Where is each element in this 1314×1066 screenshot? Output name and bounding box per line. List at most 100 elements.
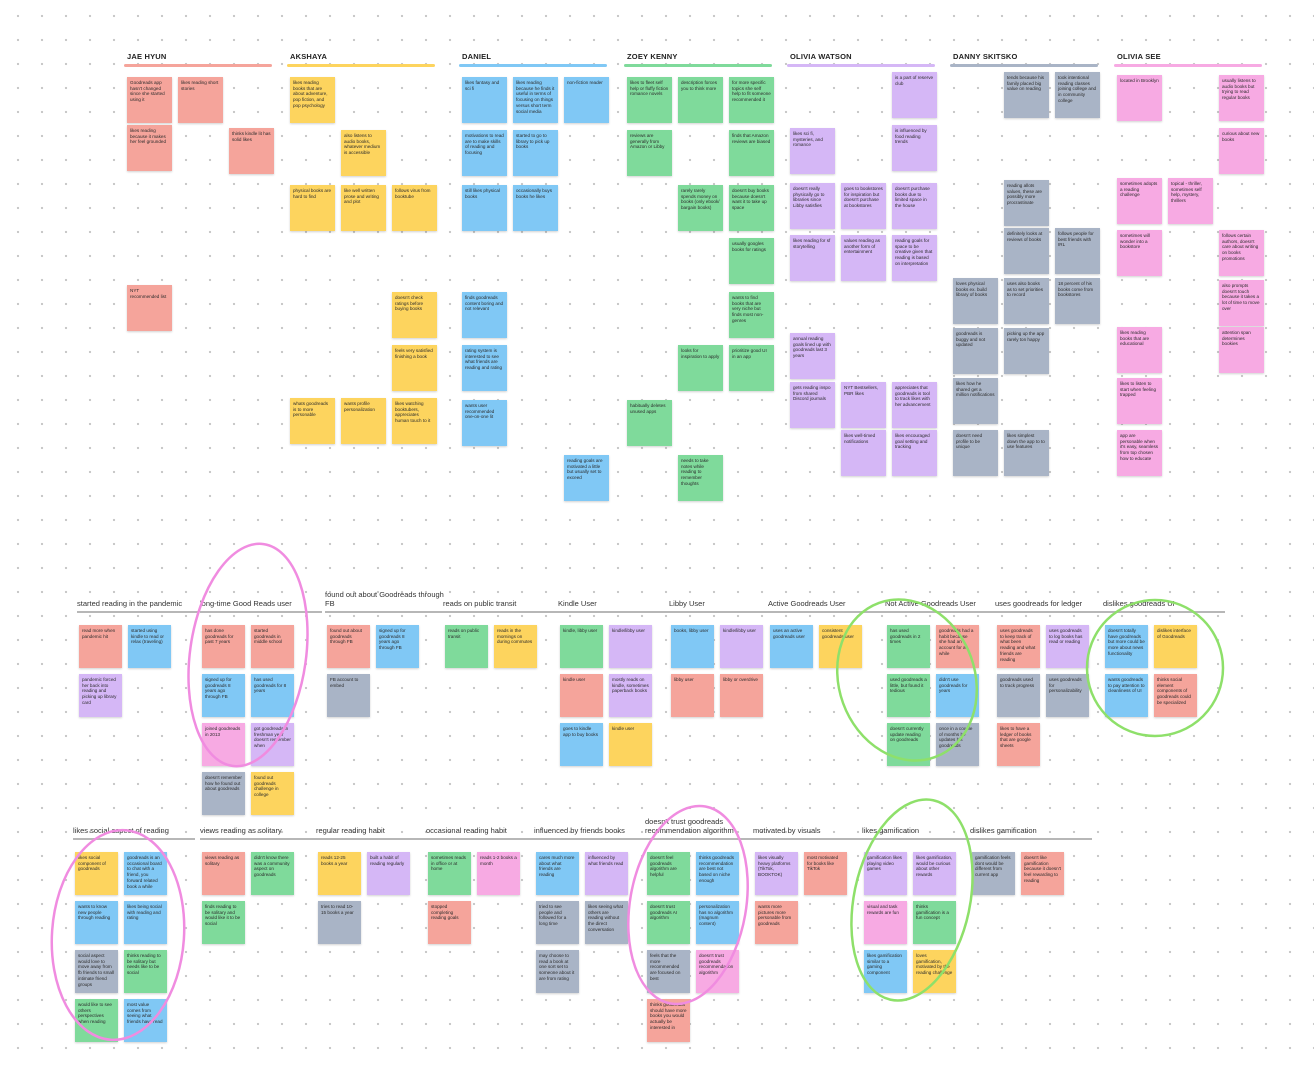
cluster-underline [768,611,890,613]
cluster-underline [200,611,322,613]
sticky-note: started to go to library to pick up book… [513,130,558,176]
sticky-note: likes to have a ledger of books that are… [997,723,1040,766]
sticky-note: doesn't currently update reading on good… [887,723,930,766]
sticky-note: is a part of reserve club [892,72,937,118]
sticky-note: picking up the app rarely ton happy [1004,328,1049,374]
sticky-note: feels that the more recommended are focu… [647,950,690,993]
sticky-note: books, libby user [671,625,714,668]
sticky-note: likes to listen to start when feeling tr… [1117,378,1162,424]
sticky-note: rating system is interested to see what … [462,345,507,391]
cluster-underline [443,611,565,613]
sticky-note: wants goodreads to pay attention to clea… [1105,674,1148,717]
sticky-note: sometimes reads in office or at home [428,852,471,895]
persona-name: OLIVIA SEE [1117,52,1161,61]
sticky-note: follows virus from booktube [392,185,437,231]
sticky-note: didn't use goodreads for years [936,674,979,717]
sticky-note: uses also books as to set priorities to … [1004,278,1049,324]
sticky-note: also listens to audio books, whatever me… [341,130,386,176]
cluster-underline [200,838,322,840]
sticky-note: gets reading inspo from shared Discord j… [790,382,835,428]
sticky-note: doesn't trust goodreads AI algorithm [647,901,690,944]
sticky-note: goodreads used to track progress [997,674,1040,717]
cluster-title: Not Active Goodreads User [885,599,976,609]
sticky-note: has done goodreads for past 7 years [202,625,245,668]
sticky-note: would like to see others perspectives wh… [75,999,118,1042]
sticky-note: curious about new books [1219,128,1264,174]
sticky-note: feels very satisfied finishing a book [392,345,437,391]
sticky-note: once in a couple of months he updates hi… [936,723,979,766]
cluster-underline [77,611,199,613]
sticky-note: rarely rarely spends money on books (onl… [678,185,723,231]
sticky-note: needs to take notes while reading to rem… [678,455,723,501]
sticky-note: started using kindle to read or relax (t… [128,625,171,668]
sticky-note: found out about goodreads through FB [327,625,370,668]
sticky-note: may choose to read a book at one sort se… [536,950,579,993]
sticky-note: most value comes from seeing what friend… [124,999,167,1042]
sticky-note: Goodreads app hasn't changed since she s… [127,77,172,123]
sticky-note: reading goals for space to be creative g… [892,235,937,281]
sticky-note: reading goals are motivated a little but… [564,455,609,501]
sticky-note: likes being social with reading and rati… [124,901,167,944]
sticky-note: motivations to read are to make skills o… [462,130,507,176]
sticky-note: likes reading because he finds it useful… [513,77,558,123]
sticky-note: likes reading books that are educational [1117,327,1162,373]
cluster-title: started reading in the pandemic [77,599,183,609]
sticky-note: also prompts doesn't touch because it ta… [1219,280,1264,326]
cluster-underline [885,611,1007,613]
sticky-note: reading allots values, these are possibl… [1004,180,1049,226]
sticky-note: likes to fleet self help or fluffy ficti… [627,77,672,123]
sticky-note: prioritize good UI in an app [729,345,774,391]
sticky-note: FB account to embed [327,674,370,717]
cluster-underline [862,838,984,840]
sticky-note: uses goodreads to keep track of what bee… [997,625,1040,668]
sticky-note: likes reading short stories [178,77,223,123]
sticky-note: annual reading goals lined up with goodr… [790,333,835,379]
sticky-note: appreciates that goodreads is tool to tr… [892,382,937,428]
sticky-note: finds that Amazon reviews are biased [729,130,774,176]
sticky-note: reviews are generally from Amazon or Lib… [627,130,672,176]
sticky-note: pandemic forced her back into reading an… [79,674,122,717]
sticky-note: found out goodreads challenge in college [251,772,294,815]
sticky-note: likes watching booktubers, appreciates h… [392,398,437,444]
sticky-note: non-fiction reader [564,77,609,123]
cluster-underline [558,611,680,613]
sticky-note: usually googles books for ratings [729,238,774,284]
sticky-note: follows people for best friends with IRL [1055,228,1100,274]
sticky-note: wants to find books that are very niche … [729,292,774,338]
sticky-note: built a habit of reading regularly [367,852,410,895]
sticky-note: doesn't purchase books due to limited sp… [892,183,937,229]
sticky-note: likes reading books that are about adven… [290,77,335,123]
sticky-note: reads on public transit [445,625,488,668]
sticky-note: physical books are hard to find [290,185,335,231]
sticky-note: is influenced by food reading trends [892,125,937,171]
sticky-note: gamification feels dont would be differe… [972,852,1015,895]
sticky-note: likes fantasy and sci fi [462,77,507,123]
cluster-underline [970,838,1092,840]
persona-name: JAE HYUN [127,52,167,61]
sticky-note: goodreads is buggy and not updated [953,328,998,374]
sticky-note: kindle/libby user [609,625,652,668]
persona-name: OLIVIA WATSON [790,52,852,61]
cluster-title: dislikes gamification [970,826,1037,836]
sticky-note: thinks goodreads should have more books … [647,999,690,1042]
cluster-title: motivated by visuals [753,826,821,836]
cluster-title: reads on public transit [443,599,517,609]
sticky-note: social aspect would love to move away fr… [75,950,118,993]
sticky-note: doesn't check ratings before buying book… [392,292,437,338]
cluster-underline [73,838,195,840]
sticky-note: finds goodreads content boring and not r… [462,292,507,338]
sticky-note: like well written prose and writing and … [341,185,386,231]
sticky-note: for more specific topics she self help t… [729,77,774,123]
cluster-title: uses goodreads for ledger [995,599,1083,609]
persona-name: DANNY SKITSKO [953,52,1018,61]
sticky-note: occasionally buys books he likes [513,185,558,231]
sticky-note: likes well-timed notifications [841,430,886,476]
sticky-note: goodreads had a habit because she had an… [936,625,979,668]
sticky-note: reads in the mornings on during commutes [494,625,537,668]
sticky-note: didn't know there was a community aspect… [251,852,294,895]
sticky-note: likes simplest down the app to to use fe… [1004,430,1049,476]
sticky-note: doesn't trust goodreads recommendation a… [696,950,739,993]
sticky-note: tries to read 10-15 books a year [318,901,361,944]
sticky-note: goodreads is an occasional board to chat… [124,852,167,895]
sticky-note: took intentional reading classes joining… [1055,72,1100,118]
